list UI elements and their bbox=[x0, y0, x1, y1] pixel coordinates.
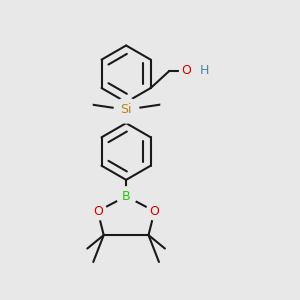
Text: O: O bbox=[149, 205, 159, 218]
Text: Si: Si bbox=[120, 103, 132, 116]
Text: O: O bbox=[182, 64, 191, 77]
Text: O: O bbox=[93, 205, 103, 218]
Text: B: B bbox=[122, 190, 130, 203]
Text: H: H bbox=[199, 64, 208, 77]
